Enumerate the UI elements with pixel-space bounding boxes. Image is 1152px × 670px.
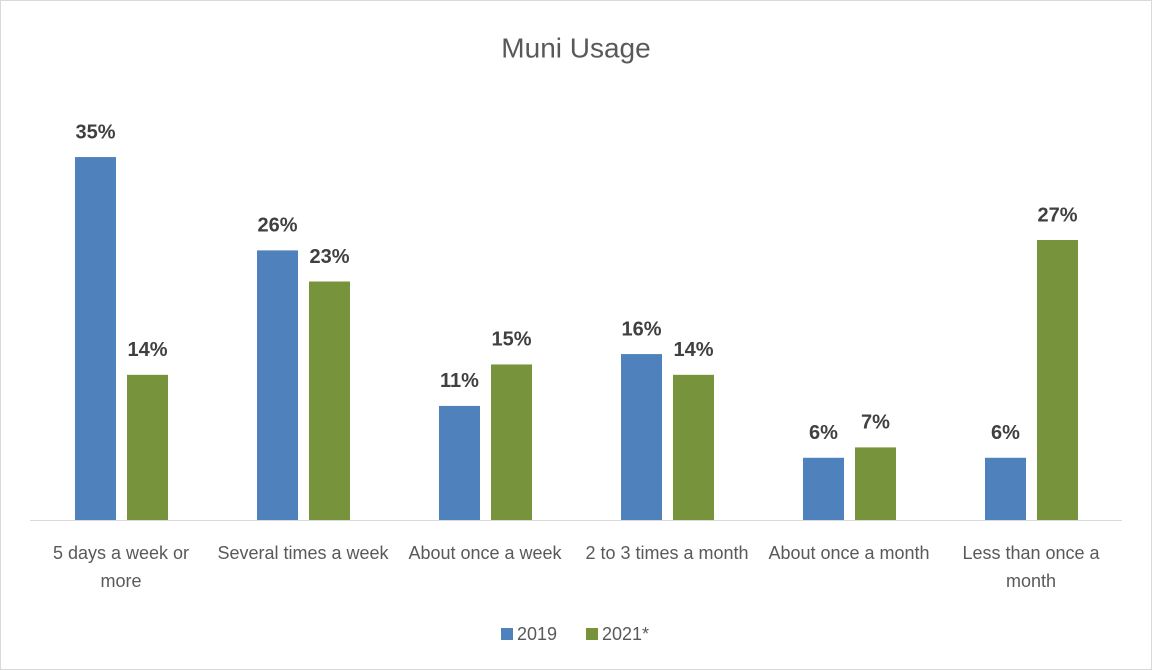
- data-label: 14%: [673, 339, 713, 361]
- data-label: 35%: [75, 121, 115, 143]
- bar: [257, 250, 298, 520]
- x-tick-label: About once a month: [768, 543, 930, 563]
- data-label: 7%: [861, 412, 890, 434]
- data-label: 6%: [991, 422, 1020, 444]
- bar: [127, 374, 168, 520]
- data-label: 14%: [127, 339, 167, 361]
- x-tick-label: 2 to 3 times a month: [585, 543, 749, 563]
- data-label: 23%: [309, 246, 349, 268]
- legend-swatch: [501, 628, 513, 640]
- legend-label: 2019: [517, 624, 557, 644]
- bar: [673, 374, 714, 520]
- data-label: 16%: [621, 318, 661, 340]
- bar: [309, 281, 350, 520]
- data-label: 26%: [257, 215, 297, 237]
- x-tick-label: Several times a week: [217, 543, 389, 563]
- bar: [491, 364, 532, 520]
- bar: [803, 457, 844, 520]
- chart-title: Muni Usage: [501, 32, 650, 63]
- bar: [855, 447, 896, 520]
- data-label: 27%: [1037, 204, 1077, 226]
- bar: [439, 405, 480, 520]
- x-tick-label: Less than once a month: [962, 543, 1100, 591]
- bar: [75, 157, 116, 521]
- legend-swatch: [586, 628, 598, 640]
- data-label: 15%: [491, 329, 531, 351]
- x-tick-label: About once a week: [408, 543, 562, 563]
- bar: [621, 354, 662, 520]
- data-label: 11%: [440, 370, 479, 392]
- data-label: 6%: [809, 422, 838, 444]
- bar: [985, 457, 1026, 520]
- legend-label: 2021*: [602, 624, 649, 644]
- bar: [1037, 240, 1078, 520]
- x-tick-label: 5 days a week or more: [52, 543, 190, 591]
